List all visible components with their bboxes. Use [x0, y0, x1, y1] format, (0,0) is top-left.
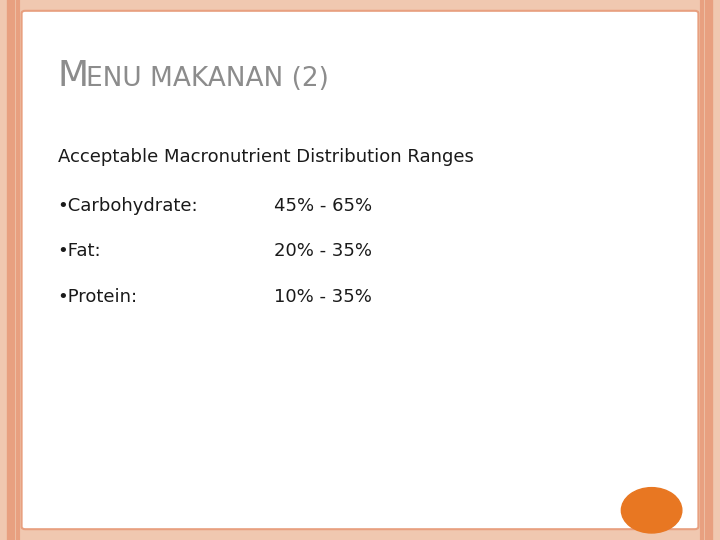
Text: •Carbohydrate:: •Carbohydrate:	[58, 197, 198, 214]
Text: 10% - 35%: 10% - 35%	[274, 288, 372, 306]
Text: 45% - 65%: 45% - 65%	[274, 197, 372, 214]
Text: M: M	[58, 59, 89, 93]
Text: 20% - 35%: 20% - 35%	[274, 242, 372, 260]
Text: •Protein:: •Protein:	[58, 288, 138, 306]
Text: •Fat:: •Fat:	[58, 242, 102, 260]
FancyBboxPatch shape	[22, 11, 698, 529]
Circle shape	[621, 488, 682, 533]
Text: ENU MAKANAN (2): ENU MAKANAN (2)	[86, 66, 329, 92]
Text: Acceptable Macronutrient Distribution Ranges: Acceptable Macronutrient Distribution Ra…	[58, 148, 474, 166]
